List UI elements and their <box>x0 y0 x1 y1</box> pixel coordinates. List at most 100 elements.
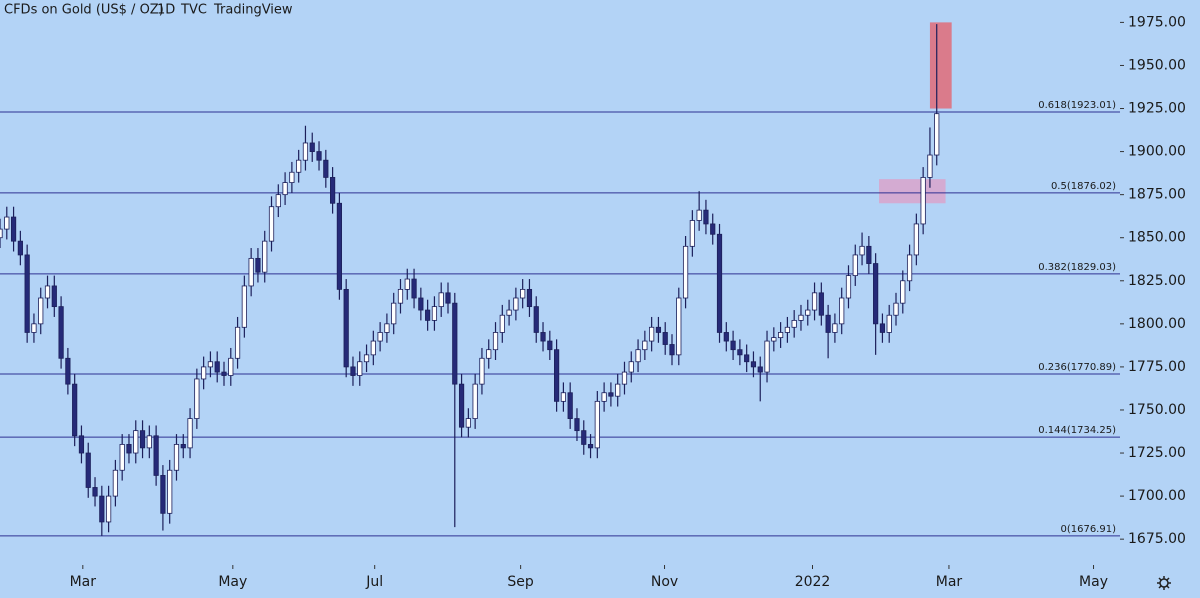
y-tick-label: 1875.00 <box>1128 187 1186 203</box>
candle-body <box>214 361 220 373</box>
y-tick-label: 1825.00 <box>1128 273 1186 289</box>
candle-body <box>85 452 91 488</box>
fib-label: 0(1676.91) <box>1060 524 1116 535</box>
candle-body <box>608 392 614 397</box>
x-tick-label: Jul <box>365 574 383 590</box>
candle-body <box>99 495 105 523</box>
candle-body <box>784 326 790 333</box>
fib-label: 0.236(1770.89) <box>1038 362 1116 373</box>
candle-body <box>160 475 166 514</box>
candle-body <box>601 392 607 402</box>
candle-body <box>893 302 899 316</box>
candle-body <box>4 216 10 230</box>
candle-body <box>411 278 417 299</box>
candle-body <box>730 340 736 351</box>
y-tick-label: 1975.00 <box>1128 14 1186 30</box>
candle-body <box>635 349 641 363</box>
candle-body <box>703 209 709 225</box>
candle-body <box>78 435 85 454</box>
candle-body <box>764 340 770 373</box>
candle-body <box>682 245 689 299</box>
x-tick-label: Nov <box>651 574 678 590</box>
candle-body <box>38 297 44 325</box>
candle-body <box>248 257 254 287</box>
y-tick-label: 1725.00 <box>1128 445 1186 461</box>
candle-body <box>628 361 634 373</box>
candle-body <box>689 220 695 247</box>
y-tick-label: 1800.00 <box>1128 316 1186 332</box>
settings-icon[interactable] <box>1157 576 1171 590</box>
candle-body <box>567 392 573 419</box>
candle-body <box>587 444 594 449</box>
candle-body <box>445 292 451 304</box>
candle-body <box>262 240 268 273</box>
candle-body <box>194 378 200 419</box>
candle-body <box>234 326 241 359</box>
candle-body <box>323 159 329 178</box>
candle-body <box>397 288 404 304</box>
candle-body <box>458 383 465 428</box>
candle-body <box>825 314 831 333</box>
candle-body <box>750 361 757 368</box>
y-tick-label: 1750.00 <box>1128 402 1186 418</box>
candle-body <box>0 228 3 239</box>
fib-label: 0.5(1876.02) <box>1051 181 1116 192</box>
candle-body <box>791 319 797 328</box>
candle-body <box>187 418 193 449</box>
candle-body <box>621 371 628 385</box>
candle-body <box>221 371 227 376</box>
candle-body <box>859 245 865 256</box>
source: TradingView <box>213 3 293 18</box>
x-tick-label: Mar <box>936 574 963 590</box>
candle-body <box>520 288 526 299</box>
candle-body <box>146 435 152 449</box>
candle-body <box>655 326 662 333</box>
candle-body <box>139 430 146 449</box>
symbol: CFDs on Gold (US$ / OZ) <box>4 3 164 18</box>
candle-body <box>798 314 804 321</box>
candle-body <box>574 418 580 432</box>
candle-body <box>370 340 376 356</box>
candle-body <box>180 444 186 449</box>
candle-body <box>65 357 71 385</box>
candle-body <box>119 444 125 471</box>
candle-body <box>384 323 390 333</box>
y-tick-label: 1950.00 <box>1128 57 1186 73</box>
candle-body <box>173 444 180 471</box>
candle-body <box>832 323 838 333</box>
plot-area: 0.618(1923.01) 0.5(1876.02) 0.382(1829.03)… <box>0 22 1120 537</box>
candle-body <box>757 366 763 373</box>
candle-body <box>465 418 471 428</box>
candle-body <box>58 306 64 359</box>
interval: 1D <box>157 3 175 18</box>
candle-body <box>268 206 275 242</box>
candle-body <box>282 182 288 196</box>
candle-body <box>438 292 444 308</box>
candle-body <box>818 292 824 316</box>
x-tick-label: 2022 <box>795 574 831 590</box>
candle-body <box>554 349 560 402</box>
candle-body <box>153 435 159 476</box>
gear-teeth[interactable] <box>1157 576 1171 590</box>
y-tick-label: 1900.00 <box>1128 144 1186 160</box>
candle-body <box>309 142 315 152</box>
candle-body <box>336 202 342 290</box>
candle-body <box>207 361 214 368</box>
x-tick-label: Sep <box>507 574 534 590</box>
candle-body <box>716 233 723 333</box>
candle-body <box>377 332 383 342</box>
candle-body <box>805 309 811 316</box>
candle-body <box>594 400 600 449</box>
candle-body <box>44 285 51 299</box>
candle-body <box>106 495 112 523</box>
fib-label: 0.382(1829.03) <box>1038 262 1116 273</box>
candle-body <box>723 332 729 342</box>
candle-body <box>289 171 295 183</box>
candle-body <box>866 245 872 264</box>
candle-body <box>778 332 784 339</box>
candle-body <box>363 354 370 363</box>
candle-body <box>927 154 933 178</box>
candle-body <box>418 297 424 311</box>
candle-body <box>662 332 668 345</box>
candle-body <box>343 288 349 368</box>
